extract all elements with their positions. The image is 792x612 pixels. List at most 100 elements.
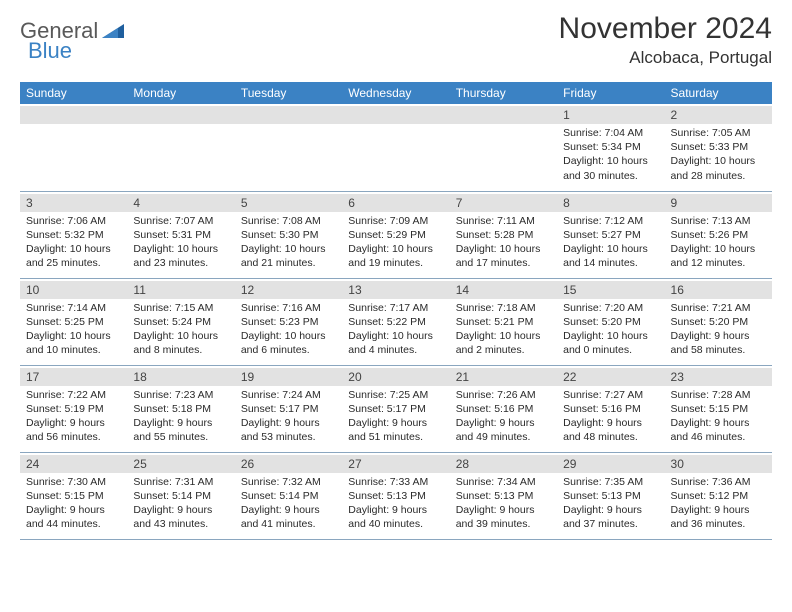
calendar-head: Sunday Monday Tuesday Wednesday Thursday… — [20, 82, 772, 104]
calendar-cell: 30Sunrise: 7:36 AMSunset: 5:12 PMDayligh… — [665, 452, 772, 539]
daylight-text: Daylight: 10 hours and 8 minutes. — [133, 329, 228, 357]
daylight-text: Daylight: 10 hours and 23 minutes. — [133, 242, 228, 270]
daylight-text: Daylight: 9 hours and 40 minutes. — [348, 503, 443, 531]
calendar-cell: 26Sunrise: 7:32 AMSunset: 5:14 PMDayligh… — [235, 452, 342, 539]
calendar-cell: 1Sunrise: 7:04 AMSunset: 5:34 PMDaylight… — [557, 104, 664, 191]
calendar-cell: 3Sunrise: 7:06 AMSunset: 5:32 PMDaylight… — [20, 191, 127, 278]
day-number — [127, 106, 234, 124]
calendar-row: 10 Sunrise: 7:14 AMSunset: 5:25 PMDayligh… — [20, 278, 772, 365]
daylight-text: Daylight: 10 hours and 30 minutes. — [563, 154, 658, 182]
day-details: Sunrise: 7:14 AMSunset: 5:25 PMDaylight:… — [26, 301, 121, 358]
day-number: 14 — [450, 281, 557, 299]
sunrise-text: Sunrise: 7:18 AM — [456, 301, 551, 315]
sunset-text: Sunset: 5:29 PM — [348, 228, 443, 242]
day-details: Sunrise: 7:28 AMSunset: 5:15 PMDaylight:… — [671, 388, 766, 445]
sunset-text: Sunset: 5:16 PM — [563, 402, 658, 416]
sunrise-text: Sunrise: 7:34 AM — [456, 475, 551, 489]
calendar-cell: 27Sunrise: 7:33 AMSunset: 5:13 PMDayligh… — [342, 452, 449, 539]
sunset-text: Sunset: 5:27 PM — [563, 228, 658, 242]
location: Alcobaca, Portugal — [559, 48, 772, 68]
calendar-cell: 22Sunrise: 7:27 AMSunset: 5:16 PMDayligh… — [557, 365, 664, 452]
daylight-text: Daylight: 9 hours and 39 minutes. — [456, 503, 551, 531]
day-details: Sunrise: 7:06 AMSunset: 5:32 PMDaylight:… — [26, 214, 121, 271]
sunrise-text: Sunrise: 7:24 AM — [241, 388, 336, 402]
day-number: 29 — [557, 455, 664, 473]
daylight-text: Daylight: 10 hours and 2 minutes. — [456, 329, 551, 357]
daylight-text: Daylight: 10 hours and 28 minutes. — [671, 154, 766, 182]
calendar-cell: 6 Sunrise: 7:09 AMSunset: 5:29 PMDaylight… — [342, 191, 449, 278]
day-number: 6 — [342, 194, 449, 212]
calendar-cell: 29Sunrise: 7:35 AMSunset: 5:13 PMDayligh… — [557, 452, 664, 539]
day-number — [20, 106, 127, 124]
calendar-cell: 9 Sunrise: 7:13 AMSunset: 5:26 PMDaylight… — [665, 191, 772, 278]
calendar-cell: 21 Sunrise: 7:26 AMSunset: 5:16 PMDayligh… — [450, 365, 557, 452]
calendar-cell — [235, 104, 342, 191]
day-number: 10 — [20, 281, 127, 299]
sunrise-text: Sunrise: 7:17 AM — [348, 301, 443, 315]
daylight-text: Daylight: 10 hours and 25 minutes. — [26, 242, 121, 270]
day-details: Sunrise: 7:08 AMSunset: 5:30 PMDaylight:… — [241, 214, 336, 271]
daylight-text: Daylight: 9 hours and 55 minutes. — [133, 416, 228, 444]
day-number: 15 — [557, 281, 664, 299]
calendar-cell: 17Sunrise: 7:22 AMSunset: 5:19 PMDayligh… — [20, 365, 127, 452]
col-friday: Friday — [557, 82, 664, 104]
day-details: Sunrise: 7:15 AMSunset: 5:24 PMDaylight:… — [133, 301, 228, 358]
day-number: 20 — [342, 368, 449, 386]
sunset-text: Sunset: 5:18 PM — [133, 402, 228, 416]
col-thursday: Thursday — [450, 82, 557, 104]
calendar-table: Sunday Monday Tuesday Wednesday Thursday… — [20, 82, 772, 540]
day-details: Sunrise: 7:34 AMSunset: 5:13 PMDaylight:… — [456, 475, 551, 532]
sunrise-text: Sunrise: 7:35 AM — [563, 475, 658, 489]
sunset-text: Sunset: 5:30 PM — [241, 228, 336, 242]
calendar-cell: 5Sunrise: 7:08 AMSunset: 5:30 PMDaylight… — [235, 191, 342, 278]
calendar-cell: 14Sunrise: 7:18 AMSunset: 5:21 PMDayligh… — [450, 278, 557, 365]
daylight-text: Daylight: 10 hours and 6 minutes. — [241, 329, 336, 357]
sunrise-text: Sunrise: 7:32 AM — [241, 475, 336, 489]
calendar-cell: 18Sunrise: 7:23 AMSunset: 5:18 PMDayligh… — [127, 365, 234, 452]
day-number — [235, 106, 342, 124]
day-details: Sunrise: 7:20 AMSunset: 5:20 PMDaylight:… — [563, 301, 658, 358]
day-number: 12 — [235, 281, 342, 299]
day-number: 25 — [127, 455, 234, 473]
day-details: Sunrise: 7:13 AMSunset: 5:26 PMDaylight:… — [671, 214, 766, 271]
sunset-text: Sunset: 5:15 PM — [26, 489, 121, 503]
calendar-cell: 23 Sunrise: 7:28 AMSunset: 5:15 PMDayligh… — [665, 365, 772, 452]
day-number: 27 — [342, 455, 449, 473]
sunrise-text: Sunrise: 7:27 AM — [563, 388, 658, 402]
col-tuesday: Tuesday — [235, 82, 342, 104]
sunrise-text: Sunrise: 7:21 AM — [671, 301, 766, 315]
sunrise-text: Sunrise: 7:09 AM — [348, 214, 443, 228]
sunrise-text: Sunrise: 7:26 AM — [456, 388, 551, 402]
sunset-text: Sunset: 5:14 PM — [133, 489, 228, 503]
day-details: Sunrise: 7:25 AMSunset: 5:17 PMDaylight:… — [348, 388, 443, 445]
day-number: 18 — [127, 368, 234, 386]
sunset-text: Sunset: 5:33 PM — [671, 140, 766, 154]
day-details: Sunrise: 7:17 AMSunset: 5:22 PMDaylight:… — [348, 301, 443, 358]
day-number: 8 — [557, 194, 664, 212]
daylight-text: Daylight: 9 hours and 44 minutes. — [26, 503, 121, 531]
sunrise-text: Sunrise: 7:20 AM — [563, 301, 658, 315]
calendar-row: 3Sunrise: 7:06 AMSunset: 5:32 PMDaylight… — [20, 191, 772, 278]
sunrise-text: Sunrise: 7:05 AM — [671, 126, 766, 140]
day-details: Sunrise: 7:30 AMSunset: 5:15 PMDaylight:… — [26, 475, 121, 532]
day-number: 22 — [557, 368, 664, 386]
calendar-cell: 8Sunrise: 7:12 AMSunset: 5:27 PMDaylight… — [557, 191, 664, 278]
sunset-text: Sunset: 5:24 PM — [133, 315, 228, 329]
day-details: Sunrise: 7:26 AMSunset: 5:16 PMDaylight:… — [456, 388, 551, 445]
day-number: 9 — [665, 194, 772, 212]
sunset-text: Sunset: 5:16 PM — [456, 402, 551, 416]
day-number: 23 — [665, 368, 772, 386]
sunset-text: Sunset: 5:28 PM — [456, 228, 551, 242]
day-number: 30 — [665, 455, 772, 473]
col-wednesday: Wednesday — [342, 82, 449, 104]
day-number: 21 — [450, 368, 557, 386]
sunrise-text: Sunrise: 7:30 AM — [26, 475, 121, 489]
sunset-text: Sunset: 5:31 PM — [133, 228, 228, 242]
sunset-text: Sunset: 5:12 PM — [671, 489, 766, 503]
sunset-text: Sunset: 5:34 PM — [563, 140, 658, 154]
daylight-text: Daylight: 9 hours and 36 minutes. — [671, 503, 766, 531]
daylight-text: Daylight: 10 hours and 19 minutes. — [348, 242, 443, 270]
calendar-row: 1Sunrise: 7:04 AMSunset: 5:34 PMDaylight… — [20, 104, 772, 191]
day-number: 19 — [235, 368, 342, 386]
day-number — [450, 106, 557, 124]
